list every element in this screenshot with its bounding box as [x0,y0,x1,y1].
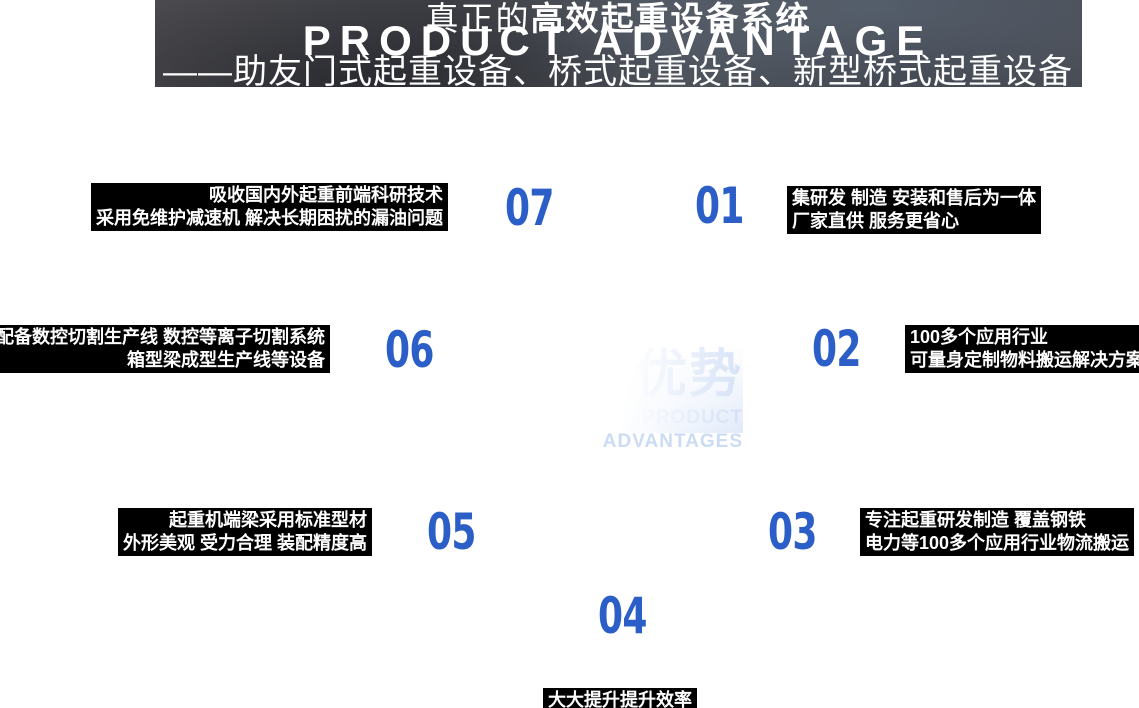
banner-title-cn: 真正的高效起重设备系统 [426,2,811,35]
advantage-02-text: 100多个应用行业 可量身定制物料搬运解决方案 [905,325,1139,373]
banner-title-en: PRODUCT ADVANTAGE [302,17,934,64]
advantage-text-line: 起重机端梁采用标准型材 [169,510,367,530]
advantage-07-number: 07 [505,179,554,237]
advantage-text-line: 大大提升提升效率 [548,690,692,708]
advantage-text-line: 专注起重研发制造 覆盖钢铁 [865,510,1086,530]
advantage-06-number: 06 [385,321,434,379]
advantage-text-line: 集研发 制造 安装和售后为一体 [792,188,1037,208]
advantage-04-number: 04 [598,587,647,645]
advantage-text-line: 采用免维护减速机 解决长期困扰的漏油问题 [96,208,443,228]
advantage-text-line: 100多个应用行业 [910,327,1049,347]
advantage-text-line: 吸收国内外起重前端科研技术 [209,185,443,205]
advantage-07-text: 吸收国内外起重前端科研技术 采用免维护减速机 解决长期困扰的漏油问题 [91,183,448,231]
advantage-text-line: 配备数控切割生产线 数控等离子切割系统 [0,327,325,347]
advantage-text-line: 厂家直供 服务更省心 [792,211,960,231]
advantage-05-text: 起重机端梁采用标准型材 外形美观 受力合理 装配精度高 [117,508,372,556]
advantage-03-text: 专注起重研发制造 覆盖钢铁 电力等100多个应用行业物流搬运 [860,508,1135,556]
advantage-01-number: 01 [695,177,744,235]
banner-title-prefix: 真正的 [425,0,531,37]
banner-title-emphasis: 高效起重设备系统 [530,0,811,37]
banner-background-image [155,0,1082,87]
advantage-02-number: 02 [812,320,861,378]
advantage-text-line: 可量身定制物料搬运解决方案 [910,350,1139,370]
advantage-04-text: 大大提升提升效率 [543,688,697,708]
banner-subtitle: ——助友门式起重设备、桥式起重设备、新型桥式起重设备 [163,53,1073,91]
center-watermark: 产品优势 PRODUCT ADVANTAGES [497,346,743,452]
watermark-fade-overlay [497,346,743,433]
advantage-03-number: 03 [768,503,817,561]
advantage-05-number: 05 [427,503,476,561]
advantage-text-line: 外形美观 受力合理 装配精度高 [122,533,367,553]
advantage-01-text: 集研发 制造 安装和售后为一体 厂家直供 服务更省心 [787,186,1042,234]
advantage-06-text: 配备数控切割生产线 数控等离子切割系统 箱型梁成型生产线等设备 [0,325,330,373]
advantage-text-line: 电力等100多个应用行业物流搬运 [865,533,1130,553]
advantage-text-line: 箱型梁成型生产线等设备 [127,350,325,370]
